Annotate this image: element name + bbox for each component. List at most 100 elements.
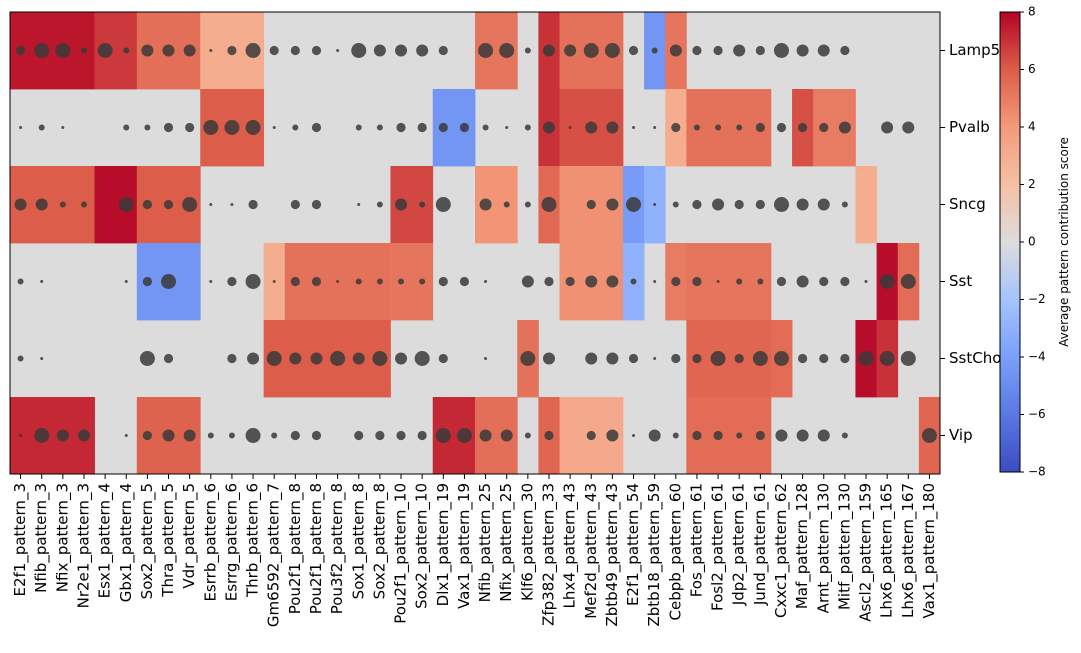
x-tick-label: Cebpb_pattern_60 [666,483,685,620]
dot-lamp5-23 [499,43,515,58]
dot-lamp5-19 [416,44,429,57]
x-tick-label: E2f1_pattern_3 [11,483,30,597]
dot-lamp5-5 [123,47,130,54]
dot-pvalb-9 [203,120,219,135]
heatmap-cell-sst-pou2f1_pattern_10 [390,243,434,321]
dot-sst-28 [606,275,619,288]
dot-lamp5-0 [15,45,26,56]
dot-sstchodl-31 [671,353,681,364]
dot-pvalb-39 [838,121,851,134]
y-tick-label-sst: Sst [949,272,972,290]
dot-sst-14 [311,276,322,287]
x-tick-label: Cxxc1_pattern_62 [772,483,791,618]
dot-sstchodl-42 [900,351,916,366]
colorbar-tick-label: −8 [1028,465,1046,479]
x-tick-label: Nfix_pattern_25 [497,483,516,602]
dot-lamp5-3 [80,47,87,54]
dot-sstchodl-6 [139,351,155,366]
dot-sncg-38 [817,198,830,211]
dot-sncg-2 [59,201,66,208]
x-tick-label: Zbtb49_pattern_43 [603,483,622,627]
dot-sncg-20 [435,197,451,212]
x-tick-label: Maf_pattern_128 [793,483,812,609]
dot-lamp5-1 [34,43,50,58]
dot-lamp5-33 [713,45,723,56]
dot-sst-15 [336,280,340,283]
dot-sncg-25 [541,197,557,212]
dot-sstchodl-15 [330,351,346,366]
dot-pvalb-13 [292,124,299,131]
dot-sstchodl-34 [734,353,744,364]
dot-pvalb-29 [632,126,636,129]
dot-sstchodl-17 [372,351,388,366]
colorbar-tick-label: −4 [1028,350,1046,364]
dot-sst-16 [355,278,362,285]
dot-sncg-16 [357,203,361,206]
dot-sst-9 [209,280,213,283]
dot-lamp5-31 [669,44,682,57]
dot-lamp5-36 [773,43,789,58]
dot-pvalb-32 [693,124,700,131]
y-tick-label-vip: Vip [949,426,973,444]
x-tick-label: Gm6592_pattern_7 [265,483,284,627]
dot-pvalb-8 [185,122,195,133]
dot-sncg-11 [248,199,258,210]
x-tick-label: Klf6_pattern_30 [518,483,537,601]
x-tick-label: Vax1_pattern_19 [455,483,474,609]
dot-sstchodl-41 [879,351,895,366]
dot-vip-20 [435,428,451,443]
x-tick-label: Sox2_pattern_5 [138,483,157,599]
dot-pvalb-41 [881,121,894,134]
dot-vip-23 [500,429,513,442]
dot-vip-27 [586,430,596,441]
dot-vip-30 [648,429,661,442]
dot-sncg-34 [734,199,744,210]
x-tick-label: E2f1_pattern_54 [624,483,643,606]
dot-sncg-28 [606,198,619,211]
dot-vip-14 [311,430,322,441]
dot-sncg-27 [586,199,596,210]
x-tick-label: Pou2f1_pattern_10 [392,483,411,624]
dot-sncg-3 [80,201,87,208]
x-tick-label: Esrrg_pattern_6 [222,483,241,601]
dot-sncg-9 [209,203,213,206]
dot-sstchodl-40 [858,351,874,366]
dot-vip-32 [692,430,702,441]
dot-sstchodl-38 [819,353,829,364]
dot-sstchodl-18 [395,352,408,365]
dot-sstchodl-30 [653,357,657,360]
dot-sncg-13 [290,199,300,210]
dot-lamp5-32 [692,45,702,56]
dot-sstchodl-10 [227,353,237,364]
dot-pvalb-6 [144,124,151,131]
dot-sstchodl-22 [484,357,488,360]
dot-sst-41 [879,274,895,289]
dot-lamp5-29 [628,45,639,56]
colorbar-ticks: −8 −6 −4 −2 0 2 4 6 8 [1020,5,1046,479]
dot-sncg-33 [712,198,725,211]
dot-vip-8 [183,429,196,442]
colorbar-tick-label: −2 [1028,292,1046,306]
dot-sst-1 [40,280,44,283]
x-tick-label: Zfp382_pattern_33 [539,483,558,626]
dot-vip-17 [375,430,385,441]
x-tick-label: Gbx1_pattern_4 [117,483,136,602]
dot-vip-29 [632,434,636,437]
dot-sst-37 [796,275,809,288]
dot-lamp5-15 [336,49,340,52]
dot-pvalb-22 [482,124,489,131]
dot-sstchodl-37 [798,353,808,364]
x-tick-label: Fos_pattern_61 [687,483,706,597]
dot-pvalb-35 [755,122,765,133]
dot-lamp5-7 [162,44,175,57]
dot-sncg-0 [14,198,27,211]
colorbar-tick-label: 0 [1028,235,1036,249]
dot-lamp5-34 [733,44,746,57]
dot-lamp5-17 [373,44,386,57]
dot-sncg-30 [653,203,657,206]
dot-pvalb-7 [163,122,174,133]
dot-pvalb-19 [417,122,427,133]
dot-sncg-8 [182,197,198,212]
dot-sst-13 [290,276,300,287]
dot-lamp5-28 [604,43,620,58]
